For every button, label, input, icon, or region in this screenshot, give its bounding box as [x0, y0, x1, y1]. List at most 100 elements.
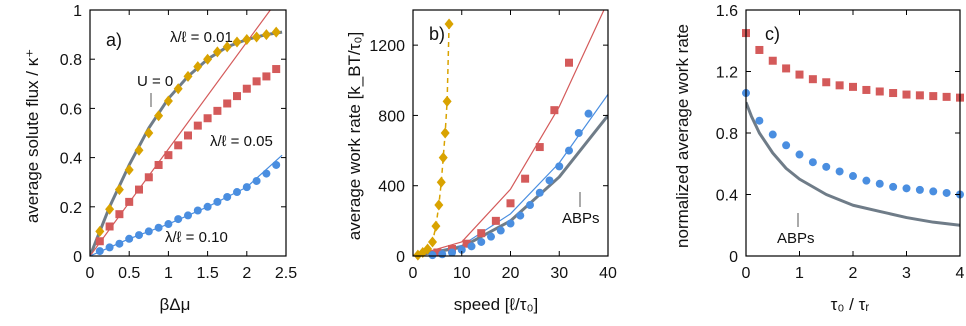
panel-a-frame	[89, 9, 287, 257]
panel-a-point-blue	[203, 202, 212, 211]
panel-a: average solute flux / κ⁺ βΔμ a) λ/ℓ = 0.…	[23, 29, 273, 314]
panel-a-point-blue	[174, 215, 183, 224]
panel-a-point-blue	[115, 239, 124, 248]
panel-b-point-red	[477, 229, 486, 238]
panel-b-point-red	[462, 239, 471, 248]
panel-a-point-blue	[164, 220, 173, 229]
panel-b-xtick-label: 20	[502, 265, 520, 282]
panel-c-ytick-label: 1.2	[716, 65, 738, 82]
panel-c-xtick-label: 3	[902, 265, 911, 282]
panel-a-point-red	[135, 185, 143, 194]
panel-b-point-red	[535, 143, 544, 152]
panel-b-point-blue	[526, 201, 534, 210]
panel-a-point-red	[154, 160, 163, 169]
panel-b-point-red	[550, 106, 559, 115]
panel-b-point-gold	[431, 220, 441, 232]
panel-a-point-red	[144, 173, 153, 182]
panel-a-xtick-label: 1.5	[196, 265, 218, 282]
panel-c-point-blue	[902, 184, 911, 193]
panel-b-ytick-label: 800	[378, 108, 405, 125]
panel-a-xtick-label: 0	[86, 265, 95, 282]
panel-b-dashed-gold	[417, 24, 450, 256]
panel-a-ytick-label: 0.6	[60, 101, 82, 118]
panel-a-point-red	[105, 222, 114, 231]
panel-a-point-gold	[163, 95, 173, 107]
panel-a-point-gold	[114, 184, 124, 196]
panel-c-point-red	[768, 56, 777, 65]
panel-a-point-blue	[95, 247, 104, 256]
panel-c-ytick-label: 0	[729, 249, 738, 266]
panel-a-point-red	[95, 237, 104, 246]
panel-c-point-blue	[889, 182, 898, 191]
panel-c-point-blue	[795, 150, 804, 159]
panel-b-point-red	[506, 199, 515, 208]
panel-b-point-gold	[438, 152, 448, 164]
panel-a-point-gold	[154, 110, 164, 122]
panel-a-label: a)	[106, 30, 122, 50]
panel-a-point-gold	[183, 70, 193, 82]
panel-b-point-blue	[565, 146, 573, 155]
panel-a-ytick-label: 1	[73, 3, 82, 20]
panel-c-annotation-abps: ABPs	[777, 230, 815, 247]
panel-a-point-gold	[105, 203, 115, 215]
panel-a-point-blue	[252, 176, 261, 185]
panel-c-point-red	[835, 81, 844, 90]
panel-a-point-blue	[233, 188, 241, 197]
panel-b-point-red	[491, 216, 500, 225]
panel-b-xtick-label: 10	[453, 265, 471, 282]
panel-a-point-red	[252, 77, 261, 86]
panel-a-point-red	[164, 151, 173, 160]
panel-a-annotation-lambda-010: λ/ℓ = 0.10	[165, 229, 228, 246]
panel-a-point-blue	[242, 183, 251, 192]
panel-a-point-gold	[134, 144, 144, 156]
panel-a-ylabel: average solute flux / κ⁺	[23, 49, 42, 223]
panel-a-point-gold	[222, 41, 232, 53]
panel-a-xtick-label: 2	[242, 265, 251, 282]
panel-a-point-blue	[262, 169, 271, 178]
panel-c-ytick-label: 0.8	[716, 126, 738, 143]
panel-c-point-blue	[942, 188, 951, 197]
panel-b-ylabel-text: average work rate [k_BT/τ₀]	[345, 32, 364, 240]
panel-b-point-blue	[487, 232, 495, 241]
panel-a-point-red	[233, 92, 241, 101]
panel-b-point-red	[433, 248, 442, 257]
panel-a-xtick-label: 1	[164, 265, 173, 282]
panel-c-point-blue	[755, 116, 764, 125]
panel-b-point-blue	[428, 251, 437, 260]
panel-b-xtick-label: 30	[550, 265, 568, 282]
panel-b-point-gold	[444, 18, 454, 30]
panel-a-point-red	[242, 84, 251, 93]
panel-c-point-red	[942, 92, 951, 101]
panel-c-point-blue	[768, 130, 777, 139]
panel-b-curve-blue	[413, 93, 608, 256]
panel-c-point-red	[822, 78, 831, 87]
panel-b-ytick-label: 400	[378, 179, 405, 196]
panel-b-xtick-label: 0	[409, 265, 418, 282]
panel-b-point-blue	[467, 242, 476, 251]
panel-b-point-blue	[584, 109, 593, 118]
panel-c-point-red	[862, 85, 871, 94]
panel-c-curve-gray	[746, 101, 960, 227]
panel-a-point-blue	[184, 211, 192, 220]
panel-c-point-red	[782, 64, 791, 73]
panel-b-point-blue	[438, 250, 447, 259]
panel-c-ytick-label: 0.4	[716, 188, 738, 205]
panel-a-point-gold	[124, 164, 134, 176]
panel-a-point-gold	[242, 34, 252, 46]
panel-b-point-blue	[457, 245, 466, 254]
panel-a-point-red	[203, 114, 212, 123]
panel-b-point-gold	[434, 199, 444, 211]
panel-a-ytick-label: 0.8	[60, 52, 82, 69]
panel-a-point-gold	[252, 31, 262, 43]
panel-c-point-red	[755, 45, 764, 54]
panel-c-plot: 0 1 2 3 4 0 0.4 0.8 1.2 1.6	[716, 3, 965, 282]
panel-a-point-blue	[144, 227, 153, 236]
panel-c-xlabel: τ₀ / τᵣ	[831, 295, 870, 314]
panel-c-xtick-label: 4	[956, 265, 965, 282]
panel-c-label: c)	[765, 24, 780, 44]
panel-a-point-blue	[272, 160, 281, 169]
panel-a-point-blue	[135, 231, 143, 240]
panel-a-plot: 0 0.5 1 1.5 2 2.5 0 0.2 0.4 0.6 0.8 1	[60, 3, 297, 282]
panel-a-point-gold	[193, 61, 203, 73]
